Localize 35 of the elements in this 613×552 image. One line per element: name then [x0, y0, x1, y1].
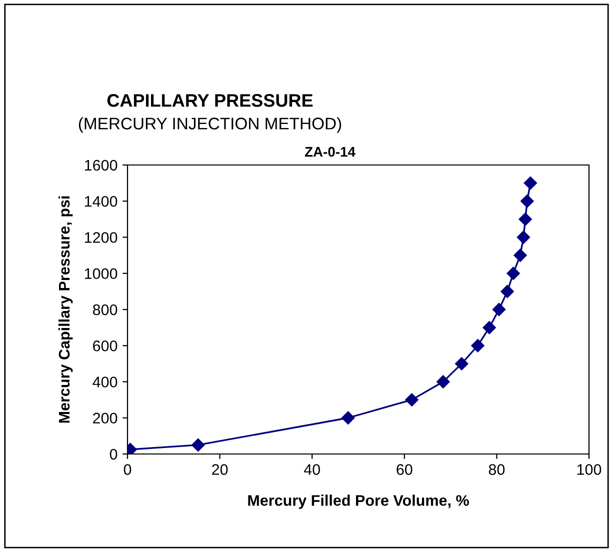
y-tick-label: 800 [92, 304, 118, 316]
point [518, 212, 532, 226]
y-tick-label: 400 [92, 376, 118, 388]
x-tick-label: 40 [304, 464, 320, 475]
x-tick-label: 60 [396, 464, 412, 475]
point [514, 248, 527, 262]
point [506, 266, 520, 280]
point [455, 357, 468, 370]
point [520, 194, 534, 208]
point [471, 339, 484, 352]
y-tick-label: 1000 [84, 268, 118, 280]
text: ZA-0-14 [304, 146, 356, 157]
chart-title: CAPILLARY PRESSURE [107, 94, 313, 107]
y-tick-label: 0 [110, 448, 118, 460]
point [516, 230, 530, 244]
x-tick-label: 20 [212, 464, 228, 475]
point [405, 393, 418, 406]
x-axis-title: Mercury Filled Pore Volume, % [248, 494, 469, 509]
x-tick-label: 80 [488, 464, 505, 475]
point [482, 320, 496, 334]
chart-subtitle: (MERCURY INJECTION METHOD) [78, 117, 342, 133]
point [192, 438, 205, 452]
y-tick-label: 1400 [84, 196, 118, 207]
point [500, 284, 514, 298]
point [342, 411, 355, 424]
y-tick-label: 600 [93, 340, 118, 352]
y-tick-label: 200 [93, 412, 118, 424]
y-tick-label: 1200 [84, 232, 118, 243]
y-axis-title: Mercury Capillary Pressure, psi [58, 196, 73, 423]
point [492, 302, 506, 316]
x-tick-label: 0 [124, 464, 132, 475]
y-tick-label: 1600 [84, 160, 118, 171]
x-tick-label: 100 [577, 464, 602, 475]
point [436, 375, 450, 388]
point [524, 176, 537, 190]
